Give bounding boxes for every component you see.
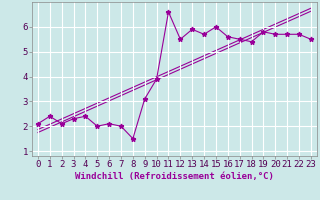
X-axis label: Windchill (Refroidissement éolien,°C): Windchill (Refroidissement éolien,°C) [75,172,274,181]
